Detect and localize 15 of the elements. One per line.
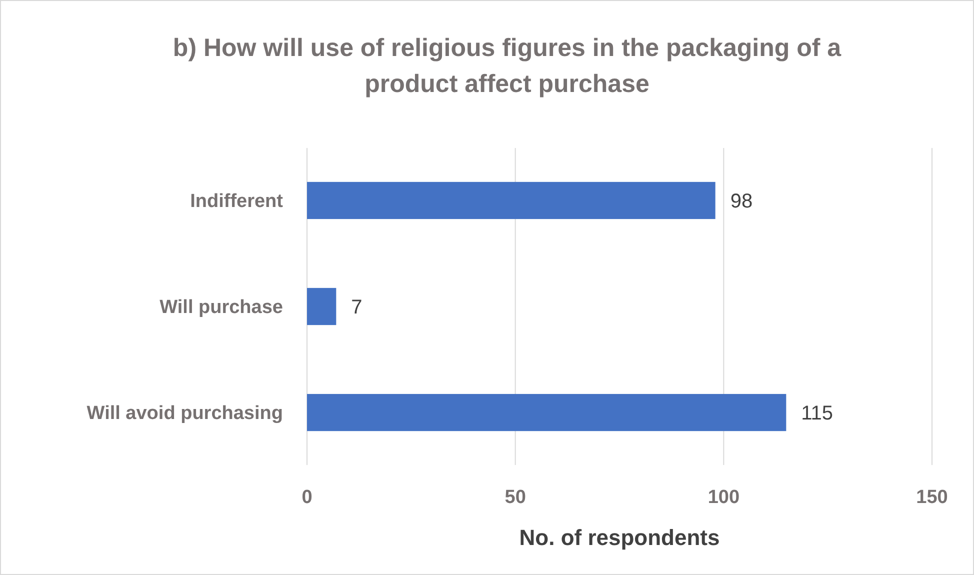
chart-title: b) How will use of religious figures in the packaging of a product affect purchase bbox=[172, 34, 842, 98]
y-tick-label: Indifferent bbox=[190, 191, 284, 212]
y-tick-label: Will avoid purchasing bbox=[86, 403, 283, 424]
data-label: 98 bbox=[730, 190, 753, 212]
y-tick-label: Will purchase bbox=[160, 297, 283, 318]
x-tick-label: 100 bbox=[708, 487, 740, 508]
bar bbox=[307, 182, 716, 220]
x-tick-label: 150 bbox=[916, 487, 948, 508]
x-axis-title: No. of respondents bbox=[519, 525, 720, 550]
data-label: 115 bbox=[801, 402, 834, 425]
bar bbox=[307, 394, 786, 432]
x-tick-label: 50 bbox=[504, 487, 526, 508]
data-label: 7 bbox=[351, 296, 362, 318]
x-tick-label: 0 bbox=[302, 487, 312, 508]
bar bbox=[307, 288, 336, 326]
